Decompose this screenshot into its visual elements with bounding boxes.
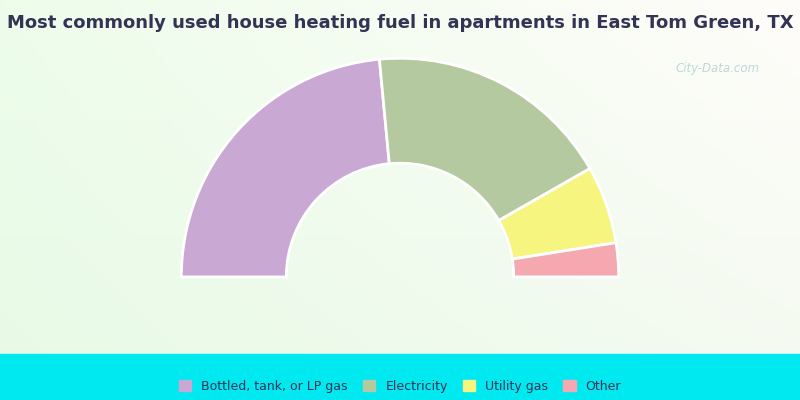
Wedge shape xyxy=(512,243,618,277)
Wedge shape xyxy=(498,168,616,259)
Wedge shape xyxy=(379,58,590,220)
Bar xyxy=(0,354,800,400)
Text: Most commonly used house heating fuel in apartments in East Tom Green, TX: Most commonly used house heating fuel in… xyxy=(6,14,794,32)
Wedge shape xyxy=(182,59,390,277)
Legend: Bottled, tank, or LP gas, Electricity, Utility gas, Other: Bottled, tank, or LP gas, Electricity, U… xyxy=(179,380,621,393)
Text: City-Data.com: City-Data.com xyxy=(676,62,760,75)
